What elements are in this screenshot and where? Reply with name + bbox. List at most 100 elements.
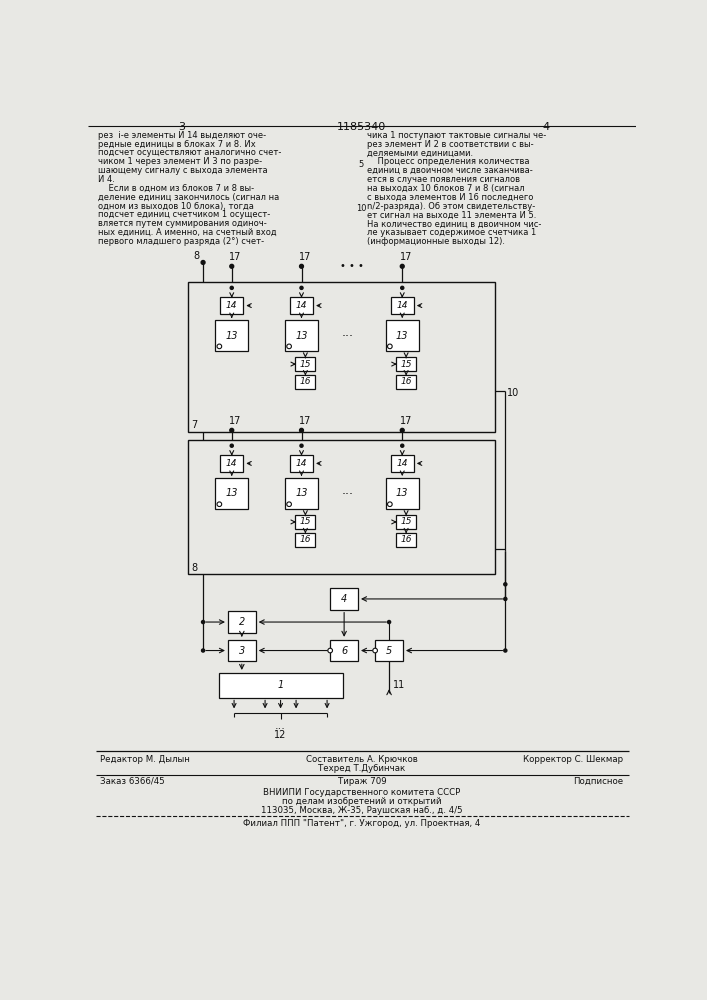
Bar xyxy=(296,375,315,389)
Text: ...: ... xyxy=(275,721,286,731)
Text: 11: 11 xyxy=(393,680,405,690)
Bar xyxy=(216,320,248,351)
Text: 12: 12 xyxy=(274,730,287,740)
Text: Редактор М. Дылын: Редактор М. Дылын xyxy=(100,755,190,764)
Text: Подписное: Подписное xyxy=(573,777,623,786)
Text: 17: 17 xyxy=(400,252,412,262)
Text: 14: 14 xyxy=(296,301,308,310)
Circle shape xyxy=(401,286,404,289)
Bar xyxy=(187,282,495,432)
Circle shape xyxy=(387,344,392,349)
Bar xyxy=(330,640,358,661)
Circle shape xyxy=(201,620,204,624)
Text: 16: 16 xyxy=(400,377,412,386)
Text: 17: 17 xyxy=(400,416,412,426)
Text: 4: 4 xyxy=(341,594,347,604)
Bar xyxy=(396,357,416,371)
Text: 15: 15 xyxy=(300,517,311,526)
Text: рез  i-е элементы И 14 выделяют оче-: рез i-е элементы И 14 выделяют оче- xyxy=(98,131,266,140)
Text: (информационные выходы 12).: (информационные выходы 12). xyxy=(368,237,506,246)
Bar xyxy=(285,478,317,509)
Text: ...: ... xyxy=(342,484,354,497)
Bar xyxy=(386,320,419,351)
Text: 8: 8 xyxy=(192,563,197,573)
Text: 5: 5 xyxy=(386,646,392,656)
Circle shape xyxy=(400,428,404,432)
Text: 13: 13 xyxy=(226,488,238,498)
Circle shape xyxy=(217,502,222,507)
Text: 16: 16 xyxy=(300,535,311,544)
Text: 13: 13 xyxy=(296,488,308,498)
Text: 15: 15 xyxy=(400,517,412,526)
Text: единиц в двоичном числе заканчива-: единиц в двоичном числе заканчива- xyxy=(368,166,533,175)
Circle shape xyxy=(400,264,404,268)
Text: ВНИИПИ Государственного комитета СССР: ВНИИПИ Государственного комитета СССР xyxy=(263,788,460,797)
Text: 1185340: 1185340 xyxy=(337,122,387,132)
Text: 10: 10 xyxy=(507,388,519,398)
Text: 14: 14 xyxy=(226,459,238,468)
Bar xyxy=(290,455,313,472)
Bar xyxy=(285,320,317,351)
Bar xyxy=(375,640,403,661)
Text: Тираж 709: Тираж 709 xyxy=(338,777,386,786)
Text: ле указывает содержимое счетчика 1: ле указывает содержимое счетчика 1 xyxy=(368,228,537,237)
Text: 1: 1 xyxy=(277,680,284,690)
Circle shape xyxy=(287,502,291,507)
Text: Корректор С. Шекмар: Корректор С. Шекмар xyxy=(523,755,623,764)
Bar xyxy=(187,440,495,574)
Circle shape xyxy=(504,583,507,586)
Bar xyxy=(396,533,416,547)
Text: 14: 14 xyxy=(397,459,408,468)
Circle shape xyxy=(504,597,507,600)
Text: чиком 1 через элемент И 3 по разре-: чиком 1 через элемент И 3 по разре- xyxy=(98,157,262,166)
Text: На количество единиц в двоичном чис-: На количество единиц в двоичном чис- xyxy=(368,219,542,228)
Bar xyxy=(391,297,414,314)
Bar xyxy=(228,640,256,661)
Circle shape xyxy=(387,502,392,507)
Text: с выхода элементов И 16 последнего: с выхода элементов И 16 последнего xyxy=(368,193,534,202)
Bar xyxy=(290,297,313,314)
Text: деляемыми единицами.: деляемыми единицами. xyxy=(368,148,474,157)
Text: 3: 3 xyxy=(178,122,185,132)
Text: 14: 14 xyxy=(226,301,238,310)
Text: 13: 13 xyxy=(396,331,409,341)
Text: редные единицы в блоках 7 и 8. Их: редные единицы в блоках 7 и 8. Их xyxy=(98,140,255,149)
Text: 10: 10 xyxy=(356,204,366,213)
Text: одном из выходов 10 блока), тогда: одном из выходов 10 блока), тогда xyxy=(98,202,254,211)
Text: 15: 15 xyxy=(300,360,311,369)
Text: И 4.: И 4. xyxy=(98,175,115,184)
Text: 2: 2 xyxy=(239,617,245,627)
Circle shape xyxy=(300,444,303,447)
Circle shape xyxy=(217,344,222,349)
Text: 13: 13 xyxy=(296,331,308,341)
Circle shape xyxy=(230,428,234,432)
Circle shape xyxy=(230,286,233,289)
Text: подсчет осуществляют аналогично счет-: подсчет осуществляют аналогично счет- xyxy=(98,148,281,157)
Text: Техред Т.Дубинчак: Техред Т.Дубинчак xyxy=(318,764,406,773)
Circle shape xyxy=(201,649,204,652)
Circle shape xyxy=(387,620,391,624)
Text: 7: 7 xyxy=(192,420,198,430)
Text: вляется путем суммирования одиноч-: вляется путем суммирования одиноч- xyxy=(98,219,267,228)
Text: 13: 13 xyxy=(396,488,409,498)
Circle shape xyxy=(230,264,234,268)
Bar xyxy=(296,515,315,529)
Circle shape xyxy=(401,444,404,447)
Circle shape xyxy=(328,648,332,653)
Bar xyxy=(218,673,343,698)
Bar xyxy=(391,455,414,472)
Bar xyxy=(220,455,243,472)
Text: на выходах 10 блоков 7 и 8 (сигнал: на выходах 10 блоков 7 и 8 (сигнал xyxy=(368,184,525,193)
Bar xyxy=(296,533,315,547)
Circle shape xyxy=(300,428,303,432)
Text: Филиал ППП "Патент", г. Ужгород, ул. Проектная, 4: Филиал ППП "Патент", г. Ужгород, ул. Про… xyxy=(243,819,481,828)
Text: n/2-разряда). Об этом свидетельству-: n/2-разряда). Об этом свидетельству- xyxy=(368,202,536,211)
Text: Составитель А. Крючков: Составитель А. Крючков xyxy=(306,755,418,764)
Text: Процесс определения количества: Процесс определения количества xyxy=(368,157,530,166)
Text: по делам изобретений и открытий: по делам изобретений и открытий xyxy=(282,797,442,806)
Bar xyxy=(220,297,243,314)
Text: рез элемент И 2 в соответствии с вы-: рез элемент И 2 в соответствии с вы- xyxy=(368,140,534,149)
Text: 3: 3 xyxy=(239,646,245,656)
Text: 13: 13 xyxy=(226,331,238,341)
Text: ...: ... xyxy=(342,326,354,339)
